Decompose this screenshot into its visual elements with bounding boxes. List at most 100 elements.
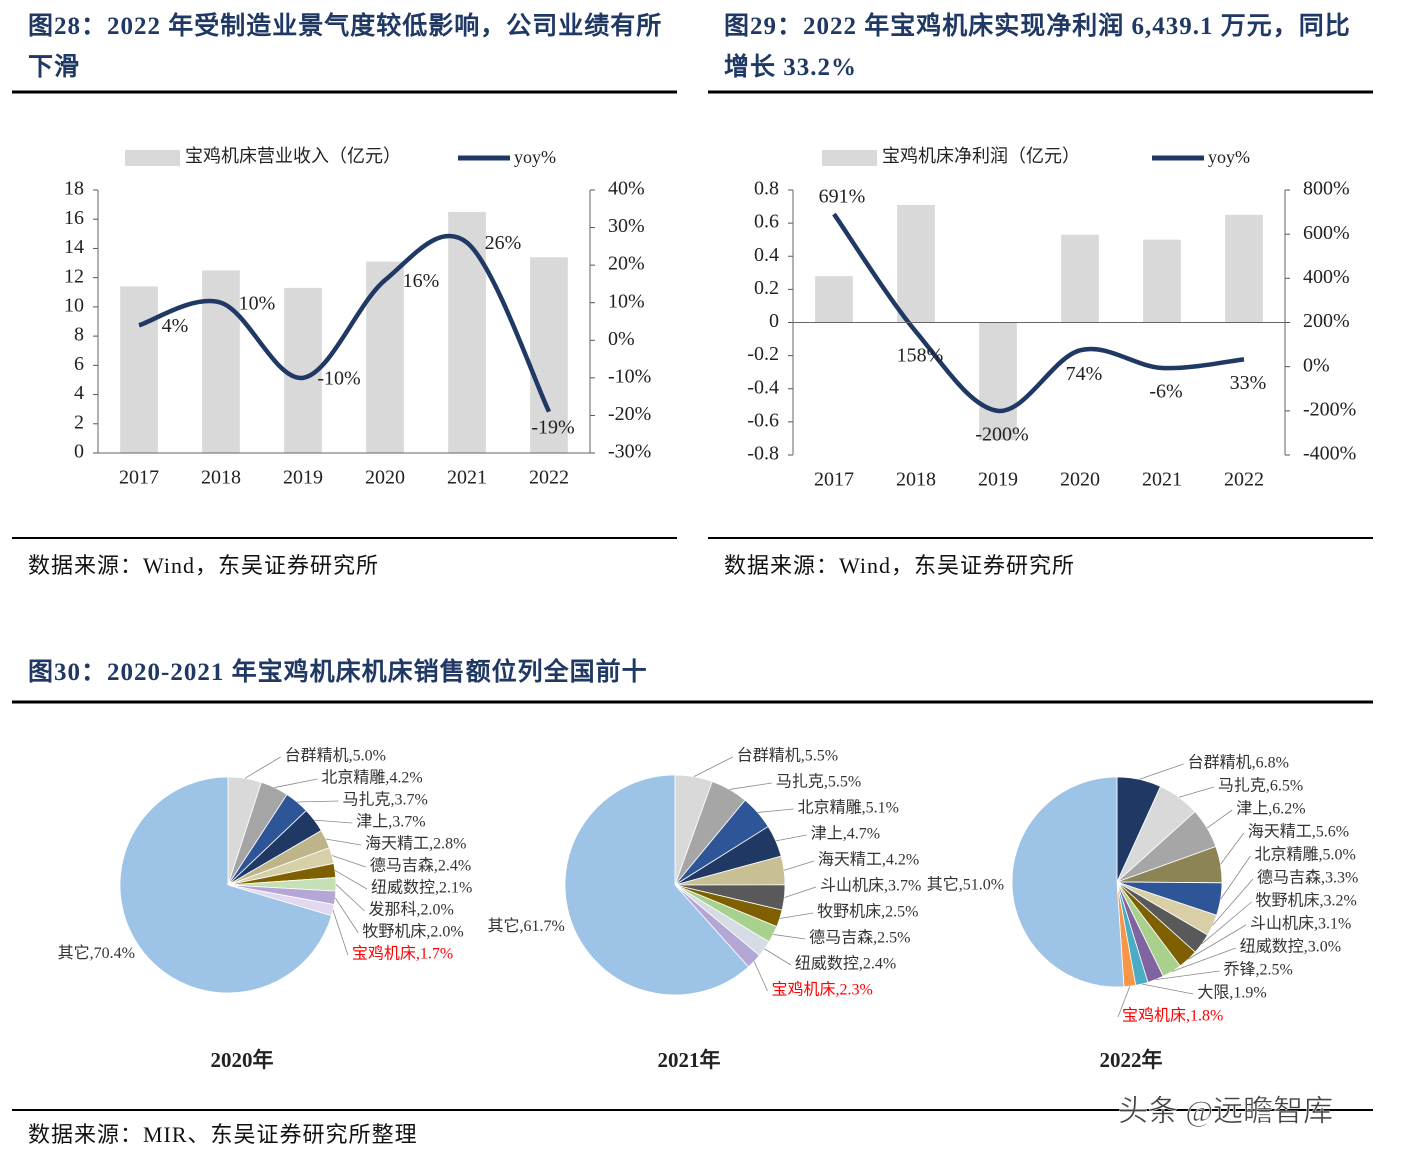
bar — [120, 286, 158, 453]
slice-label: 其它,61.7% — [487, 917, 564, 935]
slice-label: 纽威数控,2.1% — [371, 879, 472, 897]
leader-line — [332, 910, 349, 956]
source-note: 数据来源：Wind，东吴证券研究所 — [28, 553, 379, 578]
leader-line — [274, 778, 318, 788]
y-tick-label: 4 — [74, 382, 84, 404]
x-tick-label: 2020 — [365, 467, 405, 489]
bar — [366, 261, 404, 453]
slice-label: 乔锋,2.5% — [1224, 961, 1293, 979]
source-note: 数据来源：Wind，东吴证券研究所 — [724, 553, 1075, 578]
y2-tick-label: 20% — [608, 253, 645, 275]
slice-label: 海天精工,4.2% — [818, 851, 919, 869]
slice-label: 斗山机床,3.1% — [1250, 915, 1351, 933]
line-series — [832, 212, 1245, 414]
y-tick-label: 0.8 — [754, 178, 779, 200]
leader-line — [297, 800, 339, 803]
bar — [897, 204, 935, 323]
y2-tick-label: 0% — [608, 328, 635, 350]
data-label: 16% — [403, 270, 440, 292]
legend-swatch — [125, 150, 180, 166]
leader-line — [331, 855, 366, 868]
bar — [448, 211, 486, 453]
y2-tick-label: 10% — [608, 290, 645, 312]
leader-line — [1220, 855, 1251, 900]
leader-line — [335, 884, 365, 912]
y2-tick-label: 600% — [1303, 222, 1350, 244]
legend-label: 宝鸡机床净利润（亿元） — [882, 146, 1080, 166]
y2-tick-label: 0% — [1303, 354, 1330, 376]
y2-tick-label: 200% — [1303, 310, 1350, 332]
leader-line — [784, 886, 817, 898]
legend-label: yoy% — [514, 147, 556, 167]
y-tick-label: 18 — [64, 178, 84, 200]
legend-label: 宝鸡机床营业收入（亿元） — [185, 146, 401, 166]
y2-tick-label: -20% — [608, 403, 651, 425]
y-tick-label: 2 — [74, 411, 84, 433]
slice-label: 宝鸡机床,2.3% — [771, 981, 872, 999]
x-tick-label: 2019 — [978, 469, 1018, 491]
leader-line — [1201, 901, 1252, 945]
x-tick-label: 2018 — [201, 467, 241, 489]
data-label: -200% — [975, 423, 1028, 445]
pie-slice — [119, 776, 333, 994]
y-tick-label: 0 — [769, 310, 779, 332]
y-tick-label: 16 — [64, 207, 84, 229]
slice-label: 津上,4.7% — [811, 825, 880, 843]
slice-label: 北京精雕,5.0% — [1254, 846, 1355, 864]
leader-line — [244, 756, 281, 779]
data-label: 158% — [897, 344, 944, 366]
y-tick-label: 12 — [64, 265, 84, 287]
x-tick-label: 2021 — [1142, 469, 1182, 491]
slice-label: 台群精机,6.8% — [1188, 754, 1289, 772]
slice-label: 其它,51.0% — [927, 875, 1004, 893]
x-tick-label: 2017 — [814, 469, 854, 491]
slice-label: 斗山机床,3.7% — [820, 877, 921, 895]
source-note: 数据来源：MIR、东吴证券研究所整理 — [28, 1122, 418, 1147]
pie-slice — [1011, 776, 1125, 988]
slice-label: 海天精工,5.6% — [1248, 823, 1349, 841]
x-tick-label: 2022 — [1224, 469, 1264, 491]
slice-label: 海天精工,2.8% — [365, 835, 466, 853]
leader-line — [1139, 763, 1184, 780]
data-label: 4% — [162, 315, 189, 337]
leader-line — [779, 912, 814, 919]
slice-label: 津上,6.2% — [1236, 800, 1305, 818]
slice-label: 牧野机床,2.5% — [817, 903, 918, 921]
data-label: 74% — [1066, 363, 1103, 385]
line-series — [138, 233, 552, 413]
y2-tick-label: 800% — [1303, 178, 1350, 200]
leader-line — [773, 934, 806, 940]
slice-label: 牧野机床,2.0% — [362, 923, 463, 941]
data-label: -10% — [317, 367, 360, 389]
leader-line — [1206, 809, 1233, 829]
bar — [530, 257, 568, 453]
slice-label: 其它,70.4% — [58, 944, 135, 962]
leader-line — [775, 834, 807, 842]
slice-label: 马扎克,3.7% — [342, 791, 427, 809]
slice-label: 纽威数控,3.0% — [1240, 938, 1341, 956]
slice-label: 德马吉森,3.3% — [1257, 869, 1358, 887]
bar — [1061, 234, 1099, 323]
bar — [979, 322, 1017, 441]
x-tick-label: 2017 — [119, 467, 159, 489]
figure-title: 图28：2022 年受制造业景气度较低影响，公司业绩有所下滑 — [28, 13, 663, 81]
leader-line — [783, 860, 815, 871]
y-tick-label: 0.6 — [754, 211, 779, 233]
pie-title: 2022年 — [1100, 1048, 1163, 1072]
leader-line — [1141, 983, 1194, 995]
slice-label: 纽威数控,2.4% — [795, 955, 896, 973]
y-tick-label: 10 — [64, 294, 84, 316]
leader-line — [1187, 924, 1247, 960]
slice-label: 德马吉森,2.4% — [370, 857, 471, 875]
y-tick-label: 8 — [74, 324, 84, 346]
watermark: 头条 @远瞻智库 — [1118, 1095, 1333, 1128]
data-label: -6% — [1149, 381, 1182, 403]
leader-line — [753, 961, 768, 992]
slice-label: 台群精机,5.0% — [285, 747, 386, 765]
legend-swatch — [822, 150, 877, 166]
data-label: 33% — [1230, 372, 1267, 394]
x-tick-label: 2021 — [447, 467, 487, 489]
leader-line — [334, 870, 368, 890]
y-tick-label: 0.4 — [754, 244, 779, 266]
